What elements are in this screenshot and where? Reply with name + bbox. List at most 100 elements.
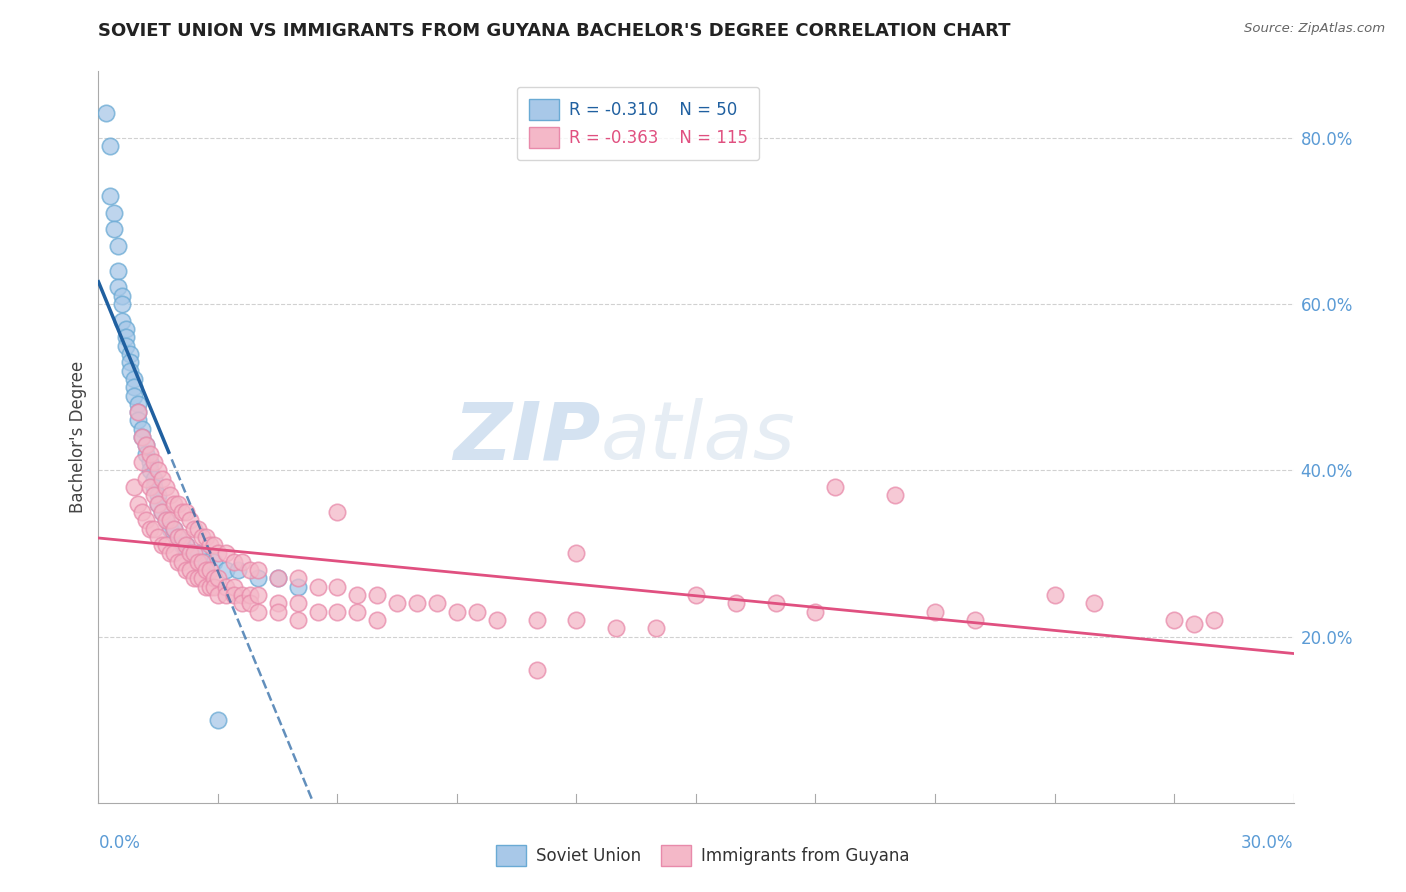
Point (222, 580, 245, 594)
Point (222, 588, 245, 602)
Point (239, 588, 262, 602)
Point (127, 497, 149, 511)
Point (159, 513, 181, 527)
Point (150, 472, 173, 486)
Point (287, 571, 309, 585)
Point (127, 413, 149, 427)
Point (139, 480, 162, 494)
Point (187, 521, 209, 535)
Point (143, 521, 166, 535)
Point (159, 488, 181, 502)
Point (222, 555, 245, 569)
Point (1043, 588, 1066, 602)
Point (167, 555, 190, 569)
Point (135, 438, 157, 452)
Text: ZIP: ZIP (453, 398, 600, 476)
Point (155, 538, 177, 552)
Point (103, 205, 125, 219)
Point (124, 372, 146, 386)
Point (124, 380, 146, 394)
Text: Source: ZipAtlas.com: Source: ZipAtlas.com (1244, 22, 1385, 36)
Point (765, 596, 787, 610)
Point (267, 605, 290, 619)
Point (526, 663, 548, 677)
Legend: Soviet Union, Immigrants from Guyana: Soviet Union, Immigrants from Guyana (489, 838, 917, 873)
Point (195, 555, 218, 569)
Point (198, 580, 221, 594)
Point (724, 596, 747, 610)
Point (198, 563, 221, 577)
Point (172, 530, 194, 544)
Point (346, 605, 368, 619)
Point (96, 106, 118, 120)
Point (465, 605, 488, 619)
Point (195, 530, 218, 544)
Point (246, 563, 269, 577)
Point (111, 297, 134, 311)
Point (207, 546, 229, 560)
Point (231, 588, 253, 602)
Point (167, 530, 190, 544)
Point (139, 463, 162, 477)
Point (150, 505, 173, 519)
Point (179, 546, 201, 560)
Point (326, 580, 349, 594)
Point (202, 580, 225, 594)
Point (605, 621, 627, 635)
Point (215, 546, 238, 560)
Point (115, 338, 138, 352)
Point (1163, 613, 1185, 627)
Point (346, 588, 368, 602)
Text: 0.0%: 0.0% (98, 834, 141, 852)
Point (824, 480, 846, 494)
Point (115, 322, 138, 336)
Point (148, 463, 170, 477)
Point (267, 571, 290, 585)
Point (267, 596, 290, 610)
Point (127, 405, 149, 419)
Point (131, 505, 153, 519)
Point (287, 580, 309, 594)
Point (267, 571, 290, 585)
Point (143, 480, 166, 494)
Point (1182, 617, 1205, 632)
Point (195, 580, 218, 594)
Point (183, 521, 205, 535)
Point (485, 613, 508, 627)
Point (127, 397, 149, 411)
Point (172, 555, 194, 569)
Point (226, 563, 249, 577)
Point (163, 521, 186, 535)
Point (124, 480, 146, 494)
Point (139, 455, 162, 469)
Point (172, 505, 194, 519)
Point (174, 563, 197, 577)
Point (924, 605, 946, 619)
Point (131, 430, 153, 444)
Point (179, 513, 201, 527)
Point (426, 596, 449, 610)
Point (198, 538, 221, 552)
Point (195, 563, 218, 577)
Point (131, 455, 153, 469)
Point (231, 555, 253, 569)
Point (174, 505, 197, 519)
Point (191, 530, 214, 544)
Point (155, 513, 177, 527)
Point (366, 588, 388, 602)
Point (207, 713, 229, 727)
Point (115, 330, 138, 344)
Point (107, 264, 129, 278)
Point (326, 605, 349, 619)
Point (163, 497, 186, 511)
Point (167, 497, 190, 511)
Point (187, 555, 209, 569)
Point (406, 596, 429, 610)
Y-axis label: Bachelor's Degree: Bachelor's Degree (69, 361, 87, 513)
Point (884, 488, 907, 502)
Point (239, 596, 262, 610)
Point (163, 521, 186, 535)
Point (111, 289, 134, 303)
Point (135, 447, 157, 461)
Point (645, 621, 668, 635)
